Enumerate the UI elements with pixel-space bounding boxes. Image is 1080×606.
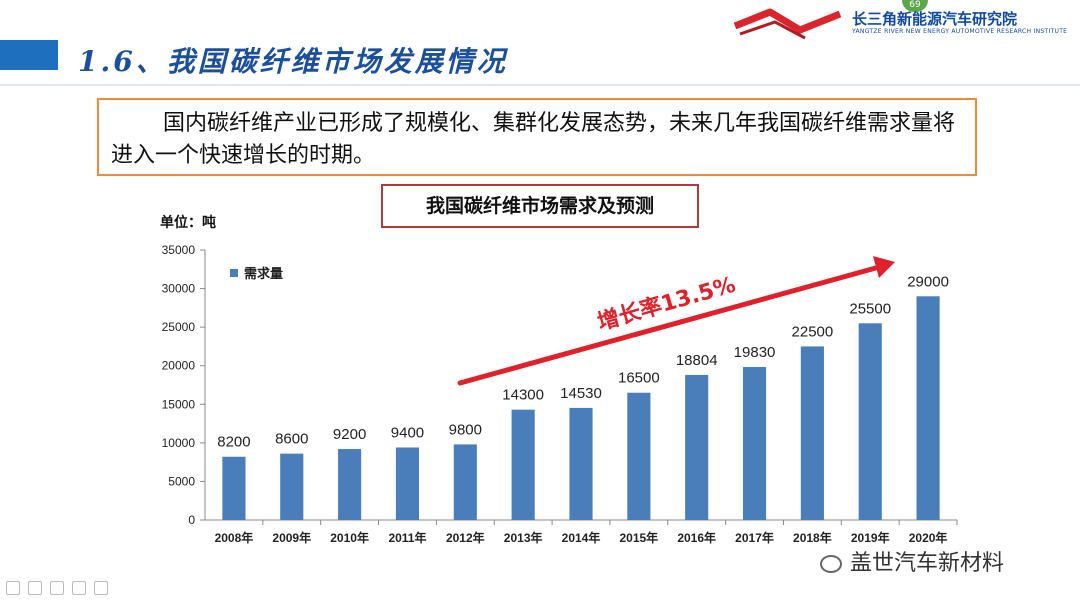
legend-label: 需求量 <box>244 266 283 281</box>
y-tick-label: 35000 <box>162 243 196 257</box>
data-label: 14300 <box>502 387 544 404</box>
x-tick-label: 2020年 <box>909 530 948 545</box>
chart-title: 我国碳纤维市场需求及预测 <box>381 184 699 228</box>
bar <box>858 323 882 520</box>
x-tick-label: 2018年 <box>793 530 832 545</box>
x-tick-label: 2008年 <box>215 530 254 545</box>
x-tick-label: 2019年 <box>851 530 890 545</box>
page-title: 1.6、我国碳纤维市场发展情况 <box>78 45 508 78</box>
data-label: 25500 <box>849 300 891 317</box>
x-tick-label: 2013年 <box>504 530 543 545</box>
logo-icon <box>733 8 842 40</box>
y-tick-label: 20000 <box>162 359 196 373</box>
page-number-badge: 69 <box>902 0 928 12</box>
slide-toolbar <box>6 580 116 598</box>
title-accent-bar <box>0 40 58 70</box>
y-tick-label: 10000 <box>162 436 196 450</box>
x-tick-label: 2017年 <box>735 530 774 545</box>
y-tick-label: 30000 <box>162 282 196 296</box>
intro-text: 国内碳纤维产业已形成了规模化、集群化发展态势，未来几年我国碳纤维需求量将进入一个… <box>111 111 956 168</box>
legend-swatch <box>230 269 238 277</box>
y-tick-label: 5000 <box>168 474 195 488</box>
bar <box>453 444 477 520</box>
highlighter-tool-icon[interactable] <box>50 581 64 595</box>
bar <box>280 453 304 520</box>
watermark: 盖世汽车新材料 <box>820 545 1004 577</box>
x-tick-label: 2015年 <box>619 530 658 545</box>
data-label: 18804 <box>676 352 718 369</box>
data-label: 22500 <box>792 323 834 340</box>
pointer-tool-icon[interactable] <box>94 581 108 595</box>
bar <box>800 346 824 520</box>
data-label: 8600 <box>275 431 308 448</box>
bar <box>627 392 651 520</box>
y-tick-label: 25000 <box>162 320 196 334</box>
bar <box>916 296 940 520</box>
bar <box>395 447 420 520</box>
data-label: 9800 <box>449 421 482 438</box>
data-label: 8200 <box>217 434 250 451</box>
wechat-icon <box>820 555 842 573</box>
data-label: 9200 <box>333 426 366 443</box>
y-tick-label: 15000 <box>162 397 196 411</box>
bar <box>338 449 362 520</box>
data-label: 19830 <box>734 344 776 361</box>
growth-arrow-shaft <box>457 263 886 386</box>
data-label: 14530 <box>560 385 602 402</box>
y-tick-label: 0 <box>188 513 195 527</box>
x-tick-label: 2009年 <box>272 530 311 545</box>
logo-name: 长三角新能源汽车研究院 <box>852 10 1018 28</box>
growth-arrow-head <box>873 256 895 278</box>
bar <box>222 456 246 520</box>
bar <box>511 409 535 520</box>
x-tick-label: 2012年 <box>446 530 485 545</box>
bar <box>569 407 593 520</box>
unit-label: 单位：吨 <box>160 215 216 231</box>
pen-tool-icon[interactable] <box>28 581 42 595</box>
x-tick-label: 2014年 <box>562 530 601 545</box>
intro-box: 国内碳纤维产业已形成了规模化、集群化发展态势，未来几年我国碳纤维需求量将进入一个… <box>97 98 977 176</box>
data-label: 9400 <box>391 424 424 441</box>
eraser-tool-icon[interactable] <box>72 581 86 595</box>
arrow-tool-icon[interactable] <box>6 581 20 595</box>
data-label: 29000 <box>907 273 949 290</box>
bar <box>742 367 767 520</box>
x-tick-label: 2016年 <box>677 530 716 545</box>
watermark-text: 盖世汽车新材料 <box>850 551 1005 576</box>
x-tick-label: 2010年 <box>330 530 369 545</box>
logo-subtitle: YANGTZE RIVER NEW ENERGY AUTOMOTIVE RESE… <box>852 28 1068 35</box>
title-divider <box>0 84 1080 86</box>
data-label: 16500 <box>618 370 660 387</box>
x-tick-label: 2011年 <box>388 530 426 545</box>
bar <box>685 374 709 520</box>
